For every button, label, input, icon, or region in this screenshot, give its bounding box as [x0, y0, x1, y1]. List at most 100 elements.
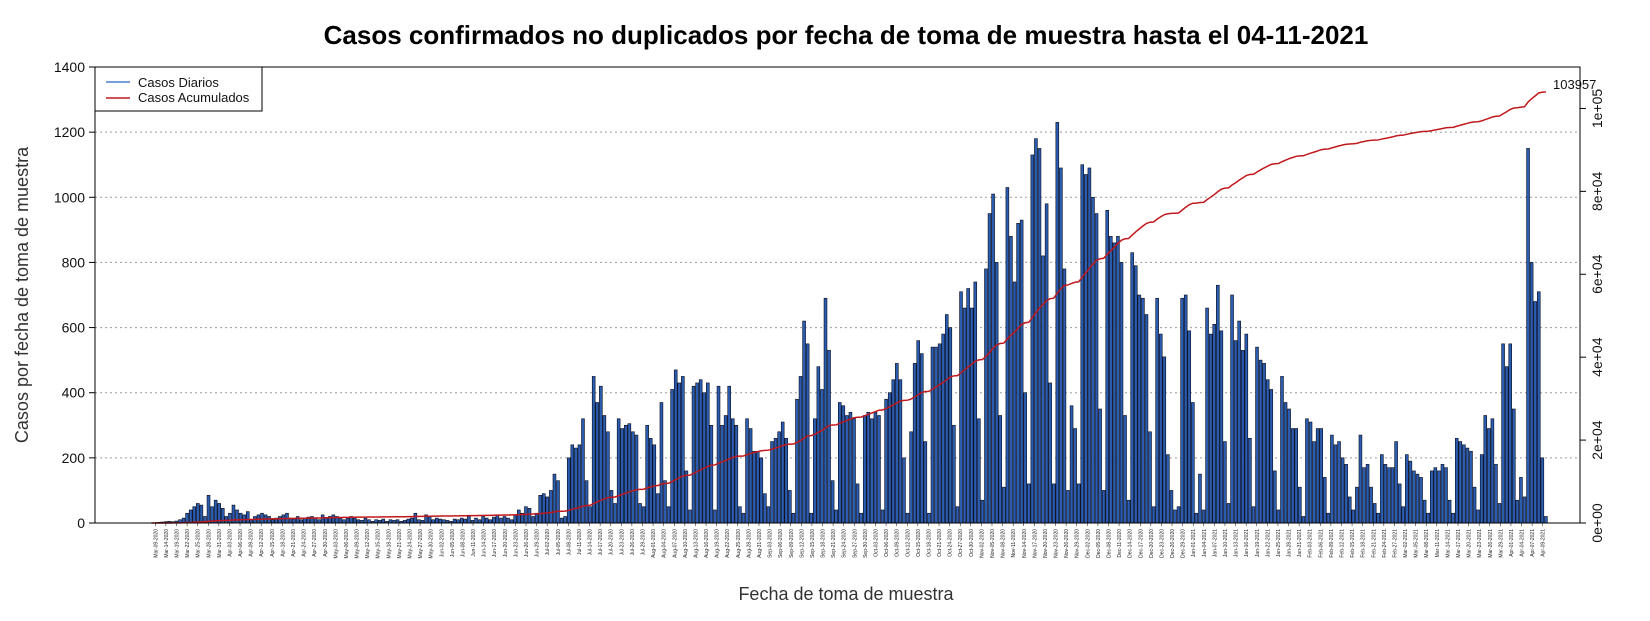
bar: [1255, 346, 1259, 524]
bar: [1501, 343, 1505, 524]
bar: [595, 402, 600, 524]
x-tick-label: Nov-08-2020: [1001, 529, 1007, 558]
bar: [1376, 512, 1381, 524]
x-tick-label: Mar-25-2020: [196, 529, 202, 558]
x-tick-label: May-09-2020: [355, 529, 361, 559]
bar: [759, 457, 764, 524]
bar: [902, 457, 906, 524]
bar: [748, 428, 753, 524]
bar: [916, 340, 920, 524]
x-tick-label: Jul-20-2020: [609, 529, 615, 556]
bar: [905, 512, 910, 524]
x-tick-label: Sep-15-2020: [810, 529, 816, 558]
bar: [684, 470, 689, 524]
bar: [559, 517, 564, 524]
legend-label-cumulative: Casos Acumulados: [138, 90, 250, 105]
bar: [1119, 262, 1124, 524]
y2-tick-label: 6e+04: [1589, 254, 1605, 294]
x-tick-label: Mar-23-2021: [1477, 529, 1483, 558]
x-tick-label: Apr-06-2020: [238, 529, 244, 557]
bar: [574, 447, 578, 524]
bar: [1301, 516, 1306, 524]
x-tick-label: May-21-2020: [397, 529, 403, 559]
x-tick-label: Jul-05-2020: [556, 529, 562, 556]
bar: [1180, 297, 1184, 524]
bar: [798, 376, 803, 524]
bar: [320, 514, 325, 524]
bar: [738, 506, 742, 524]
x-tick-label: Oct-03-2020: [873, 529, 879, 557]
bar: [381, 518, 386, 524]
bar: [1490, 418, 1495, 524]
bar: [830, 480, 835, 524]
bar: [948, 327, 953, 524]
x-tick-label: Jun-20-2020: [503, 529, 509, 557]
x-tick-label: Mar-28-2020: [206, 529, 212, 558]
bar: [1365, 464, 1370, 524]
x-tick-label: Oct-09-2020: [895, 529, 901, 557]
bar: [1476, 509, 1480, 524]
bar: [324, 517, 328, 524]
x-tick-label: Jun-02-2020: [439, 529, 445, 557]
bar: [1048, 382, 1052, 524]
x-tick-label: Dec-05-2020: [1096, 529, 1102, 558]
bar: [1002, 486, 1006, 524]
x-tick-label: Oct-06-2020: [884, 529, 890, 557]
bar: [1219, 330, 1224, 524]
bar: [1051, 483, 1056, 524]
x-tick-label: Apr-09-2020: [249, 529, 255, 557]
bar: [969, 307, 974, 524]
bar: [502, 516, 507, 524]
x-tick-label: Nov-02-2020: [979, 529, 985, 558]
bar: [688, 509, 692, 524]
x-tick-label: May-30-2020: [429, 529, 435, 559]
x-tick-label: Jun-08-2020: [460, 529, 466, 557]
bar: [1519, 477, 1523, 524]
y-axis-right: 0e+00 2e+04 4e+04 6e+04 8e+04 1e+05: [1580, 89, 1605, 543]
x-tick-label: Jan-13-2021: [1234, 529, 1240, 557]
bar: [527, 508, 532, 524]
bar: [1504, 366, 1509, 524]
bar: [880, 509, 885, 524]
bar: [784, 438, 789, 524]
x-tick-label: May-12-2020: [365, 529, 371, 559]
bar: [1362, 467, 1366, 524]
x-tick-label: Apr-24-2020: [302, 529, 308, 557]
bar: [944, 314, 949, 524]
bar: [413, 512, 418, 524]
bar: [1166, 454, 1170, 524]
bar: [199, 504, 204, 524]
bar: [1347, 496, 1352, 524]
bar: [1134, 265, 1138, 524]
x-tick-label: Nov-11-2020: [1011, 529, 1017, 558]
bar: [959, 291, 963, 524]
bar: [702, 392, 707, 524]
x-tick-label: Nov-17-2020: [1032, 529, 1038, 558]
x-tick-label: Aug-13-2020: [693, 529, 699, 558]
x-tick-label: Jan-04-2021: [1202, 529, 1208, 557]
x-tick-label: Aug-10-2020: [683, 529, 689, 558]
bar: [1244, 333, 1249, 524]
bar: [1230, 294, 1234, 524]
bar: [581, 418, 585, 524]
x-tick-label: Aug-28-2020: [746, 529, 752, 558]
x-tick-label: Dec-20-2020: [1149, 529, 1155, 558]
bar: [1319, 428, 1323, 524]
bar: [624, 424, 628, 524]
bar: [994, 262, 999, 524]
bar: [1408, 460, 1413, 524]
bar: [1430, 470, 1434, 524]
x-tick-label: Sep-06-2020: [778, 529, 784, 558]
bar: [998, 415, 1003, 524]
x-tick-label: May-18-2020: [386, 529, 392, 559]
y-tick-label: 400: [62, 385, 86, 401]
bar: [1037, 148, 1042, 524]
bar: [1287, 408, 1291, 524]
bar: [731, 418, 735, 524]
x-tick-label: Oct-27-2020: [958, 529, 964, 557]
bar: [278, 516, 282, 524]
x-tick-label: Feb-09-2021: [1329, 529, 1335, 558]
bar: [1369, 486, 1373, 524]
x-tick-label: Apr-04-2021: [1520, 529, 1526, 557]
bar: [870, 418, 874, 524]
